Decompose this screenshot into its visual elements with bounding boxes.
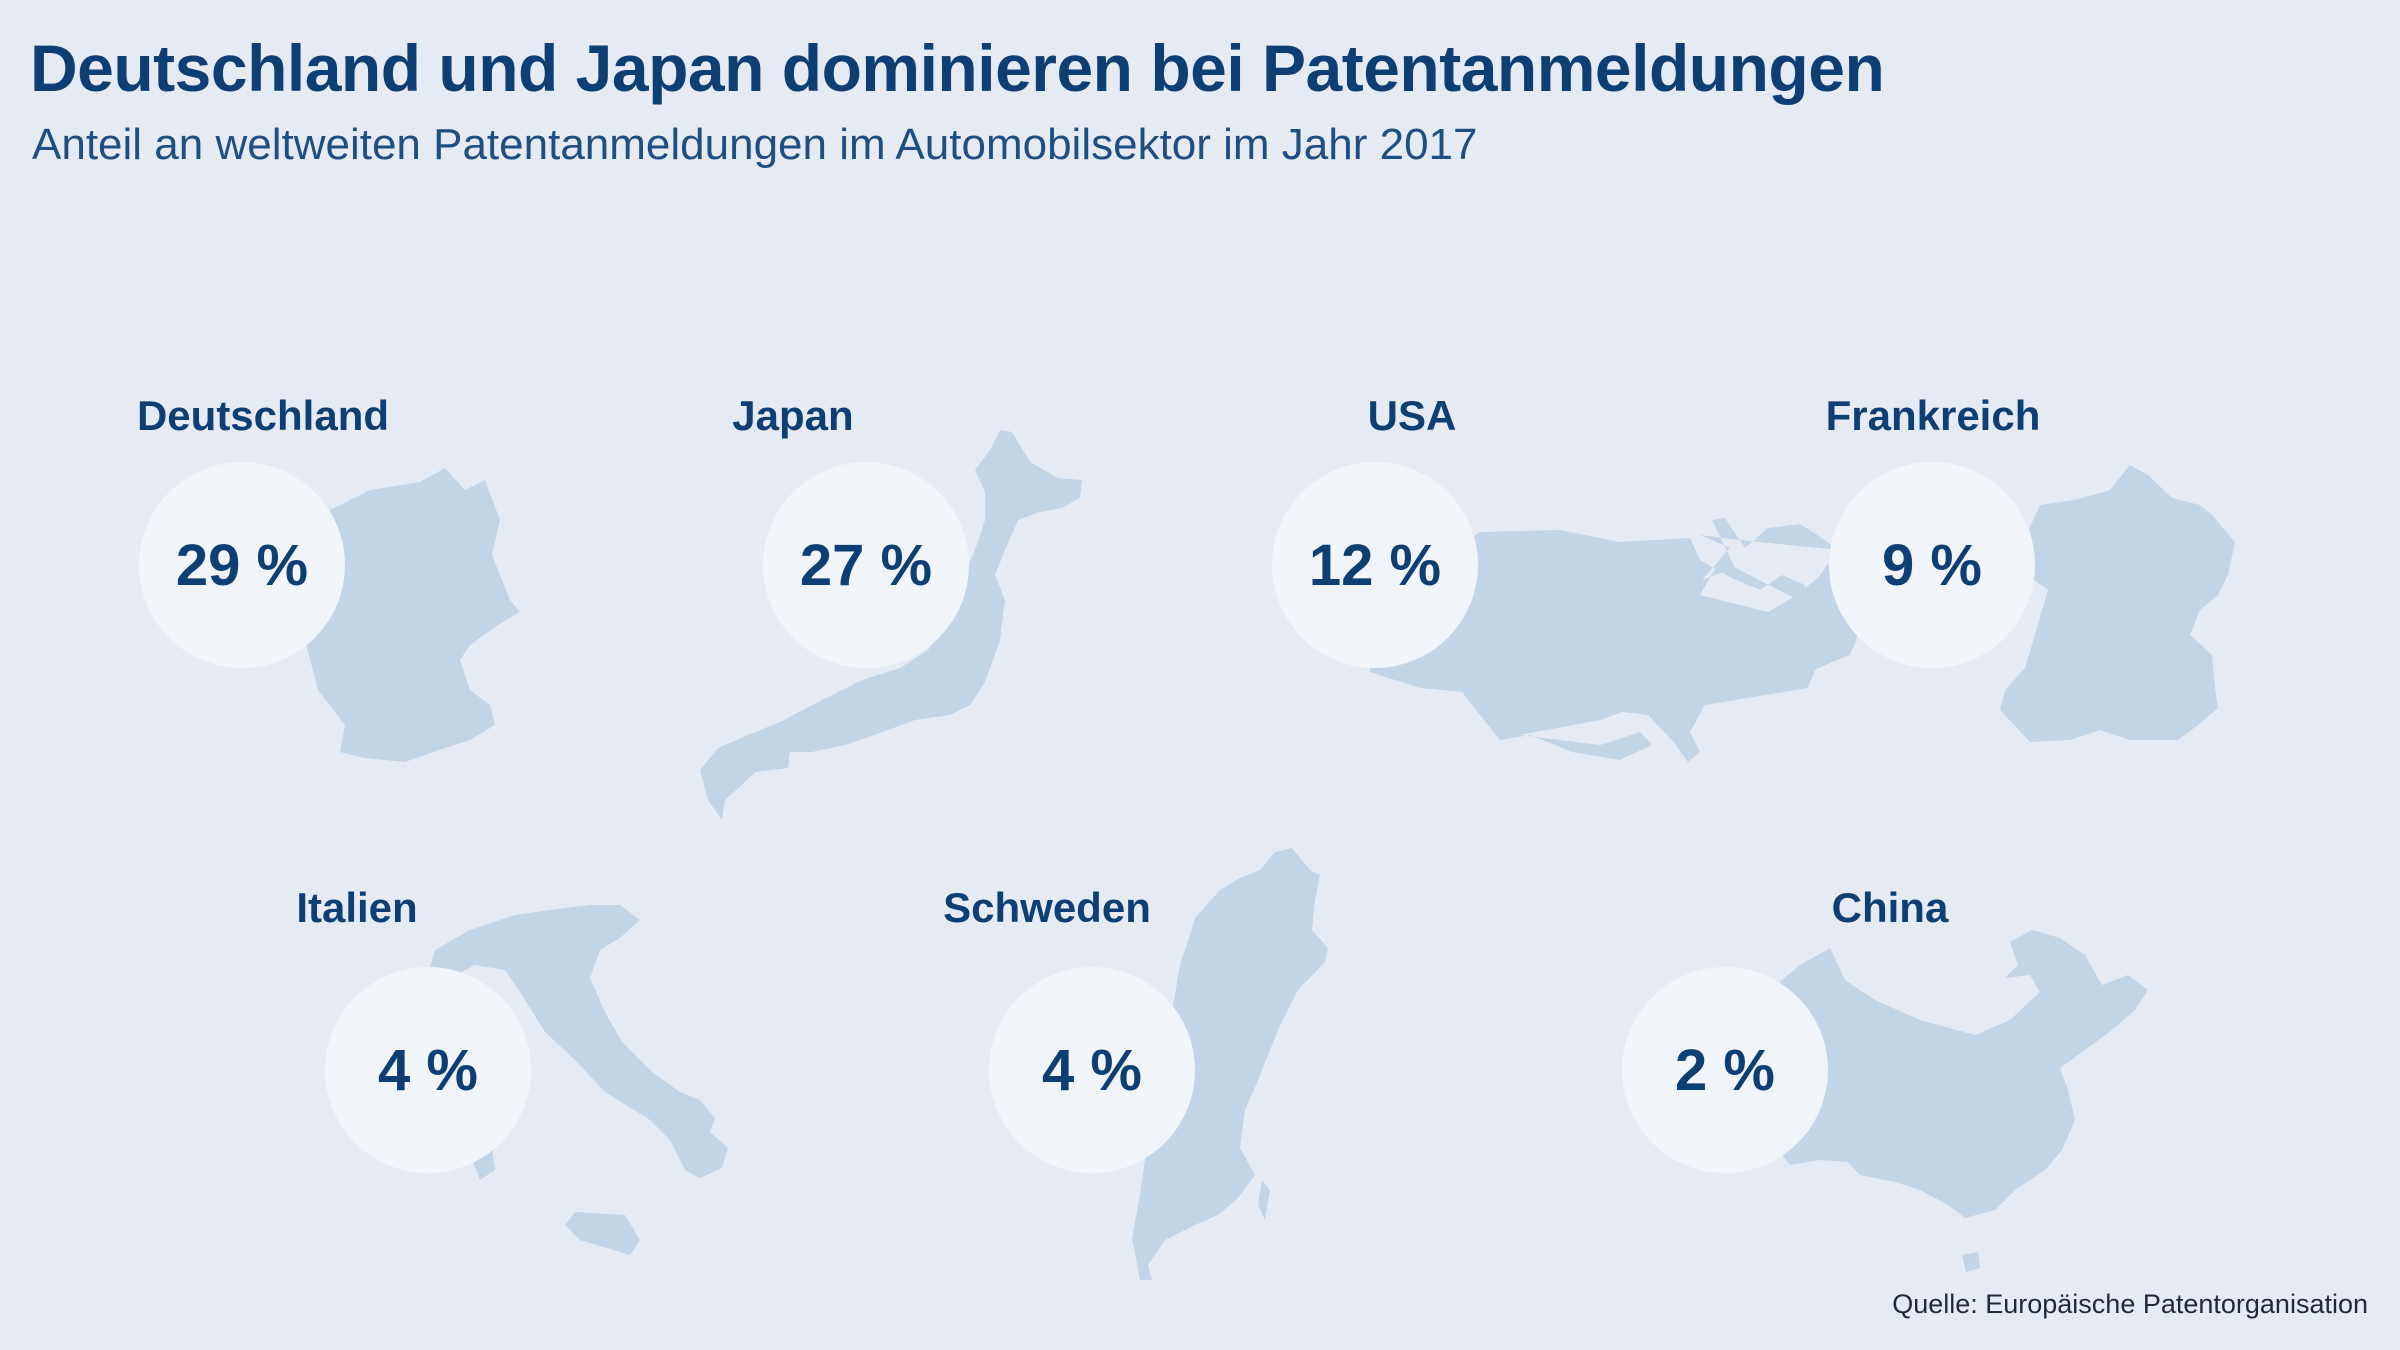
share-circle-usa (1272, 462, 1478, 668)
country-china: 2 % China (1622, 884, 2148, 1272)
country-japan: 27 % Japan (700, 392, 1082, 820)
source-note: Quelle: Europäische Patentorganisation (1892, 1289, 2368, 1319)
share-circle-deutschland (139, 462, 345, 668)
country-name-italien: Italien (296, 884, 417, 931)
share-label-deutschland: 29 % (176, 533, 308, 598)
chart-subtitle: Anteil an weltweiten Patentanmeldungen i… (32, 120, 1478, 169)
country-schweden: 4 % Schweden (943, 848, 1328, 1280)
chart-title: Deutschland und Japan dominieren bei Pat… (30, 31, 1885, 105)
country-name-china: China (1832, 884, 1949, 931)
country-name-frankreich: Frankreich (1826, 392, 2041, 439)
share-circle-schweden (989, 967, 1195, 1173)
share-label-japan: 27 % (800, 533, 932, 598)
map-china (1745, 930, 2148, 1272)
map-deutschland (305, 468, 520, 762)
country-italien: 4 % Italien (296, 884, 728, 1255)
share-circle-frankreich (1829, 462, 2035, 668)
country-frankreich: 9 % Frankreich (1826, 392, 2235, 742)
country-name-usa: USA (1368, 392, 1457, 439)
country-name-japan: Japan (732, 392, 853, 439)
map-frankreich (2000, 465, 2235, 742)
country-deutschland: 29 % Deutschland (137, 392, 520, 762)
share-label-schweden: 4 % (1042, 1038, 1142, 1103)
country-name-schweden: Schweden (943, 884, 1151, 931)
country-name-deutschland: Deutschland (137, 392, 389, 439)
share-label-frankreich: 9 % (1882, 533, 1982, 598)
share-label-china: 2 % (1675, 1038, 1775, 1103)
share-circle-china (1622, 967, 1828, 1173)
map-usa (1370, 518, 1860, 762)
share-circle-italien (325, 967, 531, 1173)
map-japan (700, 430, 1082, 820)
country-usa: 12 % USA (1272, 392, 1860, 762)
share-label-italien: 4 % (378, 1038, 478, 1103)
map-italien (430, 905, 728, 1255)
share-circle-japan (763, 462, 969, 668)
share-label-usa: 12 % (1309, 533, 1441, 598)
map-schweden (1132, 848, 1328, 1280)
